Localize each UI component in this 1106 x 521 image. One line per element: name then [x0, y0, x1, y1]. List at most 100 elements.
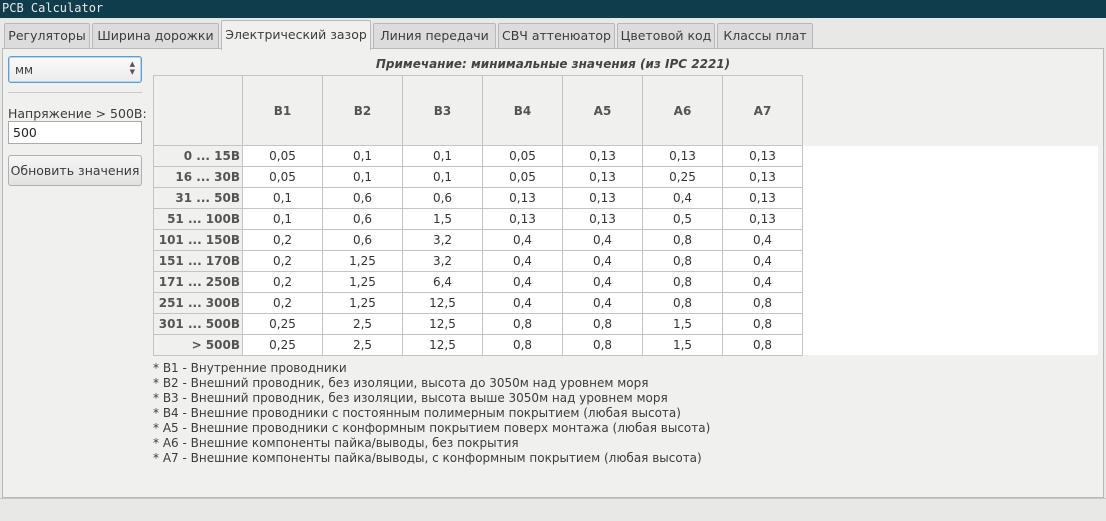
table-cell[interactable]: 0,4 — [562, 271, 643, 293]
row-header: 251 ... 300В — [153, 292, 243, 314]
table-row: 151 ... 170В 0,2 1,25 3,2 0,4 0,4 0,8 0,… — [153, 250, 803, 272]
table-cell[interactable]: 0,1 — [322, 166, 403, 188]
table-cell[interactable]: 0,5 — [642, 208, 723, 230]
tab-electrical-clearance[interactable]: Электрический зазор — [221, 20, 371, 50]
table-cell[interactable]: 1,5 — [402, 208, 483, 230]
table-cell[interactable]: 0,25 — [242, 313, 323, 335]
table-cell[interactable]: 0,4 — [722, 271, 803, 293]
table-cell[interactable]: 0,13 — [482, 187, 563, 209]
table-cell[interactable]: 0,8 — [642, 292, 723, 314]
table-note: Примечание: минимальные значения (из IPC… — [375, 57, 731, 71]
legend-item: * B4 - Внешние проводники с постоянным п… — [153, 406, 681, 420]
table-cell[interactable]: 0,05 — [482, 145, 563, 167]
tab-transmission-line[interactable]: Линия передачи — [373, 23, 496, 49]
table-cell[interactable]: 0,2 — [242, 271, 323, 293]
table-cell[interactable]: 0,13 — [562, 187, 643, 209]
legend-item: * B2 - Внешний проводник, без изоляции, … — [153, 376, 649, 390]
table-cell[interactable]: 2,5 — [322, 334, 403, 356]
table-cell[interactable]: 0,4 — [482, 271, 563, 293]
tab-color-code[interactable]: Цветовой код — [617, 23, 715, 49]
table-cell[interactable]: 1,5 — [642, 313, 723, 335]
table-cell[interactable]: 6,4 — [402, 271, 483, 293]
table-cell[interactable]: 1,25 — [322, 250, 403, 272]
table-cell[interactable]: 0,1 — [242, 187, 323, 209]
table-cell[interactable]: 0,8 — [562, 334, 643, 356]
table-cell[interactable]: 0,05 — [242, 166, 323, 188]
table-cell[interactable]: 0,13 — [562, 145, 643, 167]
table-cell[interactable]: 1,25 — [322, 271, 403, 293]
table-cell[interactable]: 0,13 — [722, 166, 803, 188]
table-cell[interactable]: 0,1 — [242, 208, 323, 230]
legend-item: * A7 - Внешние компоненты пайка/выводы, … — [153, 451, 702, 465]
corner-cell — [153, 75, 243, 146]
table-cell[interactable]: 0,1 — [402, 166, 483, 188]
table-cell[interactable]: 0,4 — [562, 292, 643, 314]
table-cell[interactable]: 0,6 — [322, 229, 403, 251]
table-cell[interactable]: 0,8 — [722, 313, 803, 335]
table-cell[interactable]: 0,13 — [482, 208, 563, 230]
tab-rf-attenuator[interactable]: СВЧ аттенюатор — [498, 23, 615, 49]
table-cell[interactable]: 0,4 — [562, 229, 643, 251]
table-cell[interactable]: 0,8 — [722, 334, 803, 356]
row-header: 31 ... 50В — [153, 187, 243, 209]
table-cell[interactable]: 0,13 — [562, 208, 643, 230]
tab-track-width[interactable]: Ширина дорожки — [92, 23, 219, 49]
table-row: 51 ... 100В 0,1 0,6 1,5 0,13 0,13 0,5 0,… — [153, 208, 803, 230]
table-cell[interactable]: 0,2 — [242, 292, 323, 314]
table-cell[interactable]: 0,6 — [322, 187, 403, 209]
table-cell[interactable]: 12,5 — [402, 313, 483, 335]
table-cell[interactable]: 0,4 — [722, 229, 803, 251]
update-values-button[interactable]: Обновить значения — [8, 155, 142, 186]
table-cell[interactable]: 0,8 — [642, 271, 723, 293]
table-cell[interactable]: 0,05 — [242, 145, 323, 167]
tab-regulators[interactable]: Регуляторы — [4, 23, 90, 49]
table-cell[interactable]: 3,2 — [402, 250, 483, 272]
table-cell[interactable]: 2,5 — [322, 313, 403, 335]
table-cell[interactable]: 0,6 — [402, 187, 483, 209]
table-cell[interactable]: 0,2 — [242, 250, 323, 272]
tab-board-classes[interactable]: Классы плат — [717, 23, 813, 49]
table-cell[interactable]: 0,4 — [482, 250, 563, 272]
table-cell[interactable]: 0,05 — [482, 166, 563, 188]
unit-select[interactable]: мм ▲ ▼ — [8, 56, 142, 83]
table-cell[interactable]: 0,25 — [242, 334, 323, 356]
table-cell[interactable]: 0,6 — [322, 208, 403, 230]
column-header: B2 — [322, 75, 403, 146]
table-cell[interactable]: 0,8 — [642, 250, 723, 272]
row-header: 16 ... 30В — [153, 166, 243, 188]
voltage-input[interactable]: 500 — [8, 121, 142, 144]
table-cell[interactable]: 0,13 — [722, 187, 803, 209]
table-cell[interactable]: 0,8 — [722, 292, 803, 314]
table-cell[interactable]: 0,8 — [562, 313, 643, 335]
table-cell[interactable]: 1,5 — [642, 334, 723, 356]
column-header: A7 — [722, 75, 803, 146]
row-header: 101 ... 150В — [153, 229, 243, 251]
table-cell[interactable]: 0,4 — [642, 187, 723, 209]
table-cell[interactable]: 0,8 — [642, 229, 723, 251]
table-cell[interactable]: 0,2 — [242, 229, 323, 251]
table-cell[interactable]: 0,25 — [642, 166, 723, 188]
table-cell[interactable]: 0,13 — [562, 166, 643, 188]
table-cell[interactable]: 0,4 — [482, 229, 563, 251]
unit-select-value: мм — [15, 63, 34, 77]
table-cell[interactable]: 0,4 — [722, 250, 803, 272]
row-header: > 500В — [153, 334, 243, 356]
table-cell[interactable]: 0,4 — [482, 292, 563, 314]
table-cell[interactable]: 0,1 — [402, 145, 483, 167]
table-cell[interactable]: 0,13 — [642, 145, 723, 167]
table-cell[interactable]: 3,2 — [402, 229, 483, 251]
table-cell[interactable]: 0,4 — [562, 250, 643, 272]
table-cell[interactable]: 1,25 — [322, 292, 403, 314]
legend-item: * A6 - Внешние компоненты пайка/выводы, … — [153, 436, 519, 450]
table-cell[interactable]: 0,8 — [482, 313, 563, 335]
table-cell[interactable]: 0,1 — [322, 145, 403, 167]
column-header: B1 — [242, 75, 323, 146]
column-header: A6 — [642, 75, 723, 146]
table-cell[interactable]: 0,13 — [722, 145, 803, 167]
table-cell[interactable]: 0,8 — [482, 334, 563, 356]
row-header: 171 ... 250В — [153, 271, 243, 293]
table-cell[interactable]: 12,5 — [402, 292, 483, 314]
row-header: 51 ... 100В — [153, 208, 243, 230]
table-cell[interactable]: 12,5 — [402, 334, 483, 356]
table-cell[interactable]: 0,13 — [722, 208, 803, 230]
